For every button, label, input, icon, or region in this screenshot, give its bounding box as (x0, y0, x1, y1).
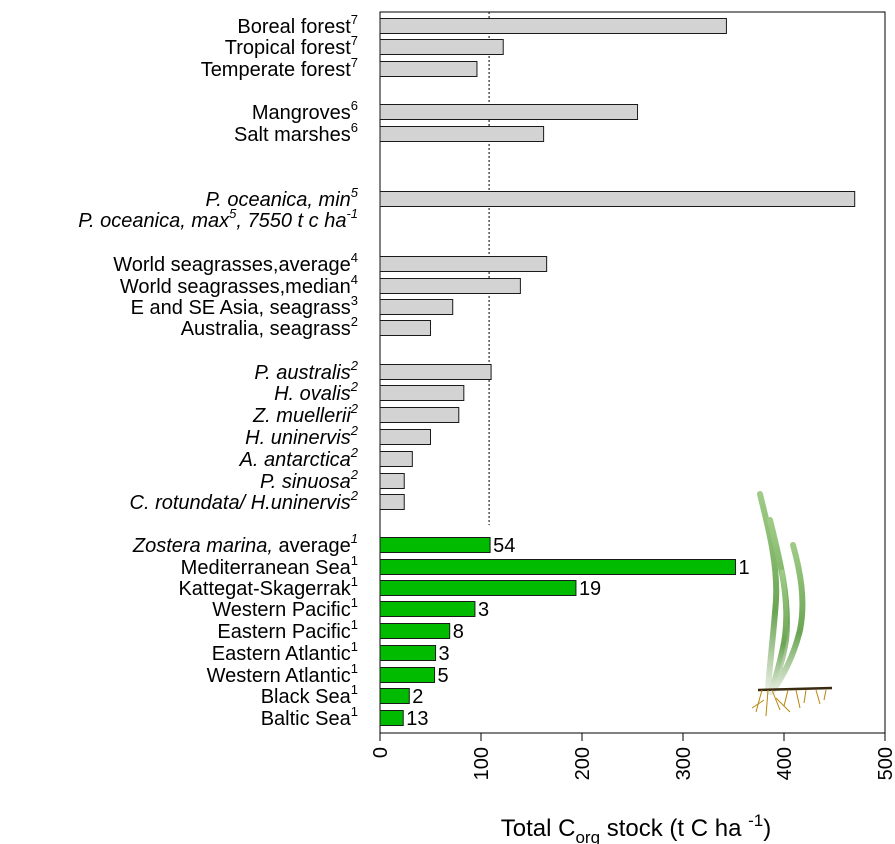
category-label: P. oceanica, min5 (205, 185, 358, 211)
bar (379, 688, 410, 704)
category-label: P. oceanica, max5, 7550 t c ha-1 (78, 206, 358, 232)
bar (379, 537, 491, 553)
category-label: Black Sea1 (261, 682, 358, 708)
bar (379, 645, 437, 661)
category-label: P. australis2 (254, 358, 358, 384)
bar (379, 320, 431, 336)
category-label: H. ovalis2 (274, 379, 359, 405)
x-tick-label: 0 (370, 747, 392, 758)
bar-count-label: 2 (412, 686, 423, 708)
bar (379, 407, 460, 423)
bar (379, 429, 431, 445)
x-tick-label: 100 (471, 747, 493, 780)
bar-count-label: 54 (493, 535, 515, 557)
category-label: Australia, seagrass2 (181, 314, 358, 340)
category-label: Mediterranean Sea1 (181, 553, 358, 579)
category-label: Tropical forest7 (225, 33, 358, 59)
bar (379, 385, 465, 401)
bar (379, 278, 521, 294)
bar (379, 494, 405, 510)
bar (379, 61, 478, 77)
category-label: Eastern Pacific1 (217, 617, 358, 643)
bar (379, 126, 545, 142)
x-tick-label: 400 (774, 747, 796, 780)
category-label: Z. muellerii2 (252, 401, 359, 427)
bar (379, 18, 727, 34)
bar-count-label: 3 (439, 643, 450, 665)
bar (379, 39, 504, 55)
bar-count-label: 19 (579, 578, 601, 600)
x-axis-label: Total Corg stock (t C ha -1) (501, 811, 771, 844)
bar (379, 623, 451, 639)
category-label: Temperate forest7 (201, 55, 358, 81)
x-tick-label: 200 (572, 747, 594, 780)
bar (379, 601, 476, 617)
bar (379, 299, 454, 315)
category-label: Eastern Atlantic1 (212, 639, 358, 665)
category-label: World seagrasses,average4 (113, 250, 358, 276)
category-label: World seagrasses,median4 (120, 272, 358, 298)
x-axis: 0 100 200 300 400 500 Total Corg stock (t C ha… (370, 733, 895, 844)
x-tick-label: 300 (673, 747, 695, 780)
category-label: C. rotundata/ H.uninervis2 (130, 488, 359, 514)
bar-count-label: 3 (478, 599, 489, 621)
category-label: Western Pacific1 (212, 595, 358, 621)
bar (379, 710, 404, 726)
category-label: P. sinuosa2 (260, 467, 359, 493)
bar (379, 473, 405, 489)
bar (379, 104, 639, 120)
category-label: H. uninervis2 (245, 423, 359, 449)
category-label: Kattegat-Skagerrak1 (178, 574, 358, 600)
bar (379, 580, 577, 596)
category-label: Boreal forest7 (237, 12, 358, 38)
category-label: Salt marshes6 (234, 120, 358, 146)
category-label: Baltic Sea1 (261, 704, 358, 730)
bar-count-label: 1 (739, 557, 750, 579)
bar (379, 364, 492, 380)
bar (379, 559, 737, 575)
category-label: Zostera marina, average1 (132, 531, 358, 557)
category-label: A. antarctica2 (239, 445, 359, 471)
bar (379, 451, 413, 467)
bar-count-label: 5 (438, 665, 449, 687)
x-tick-label: 500 (875, 747, 895, 780)
seagrass-plant-icon (751, 491, 833, 717)
bar (379, 191, 856, 207)
category-label: Western Atlantic1 (207, 661, 358, 687)
bar (379, 256, 548, 272)
bars-group (379, 18, 856, 726)
bar (379, 667, 436, 683)
category-label: E and SE Asia, seagrass3 (131, 293, 358, 319)
bar-count-label: 13 (406, 708, 428, 730)
bar-count-label: 8 (453, 621, 464, 643)
category-label: Mangroves6 (252, 98, 358, 124)
